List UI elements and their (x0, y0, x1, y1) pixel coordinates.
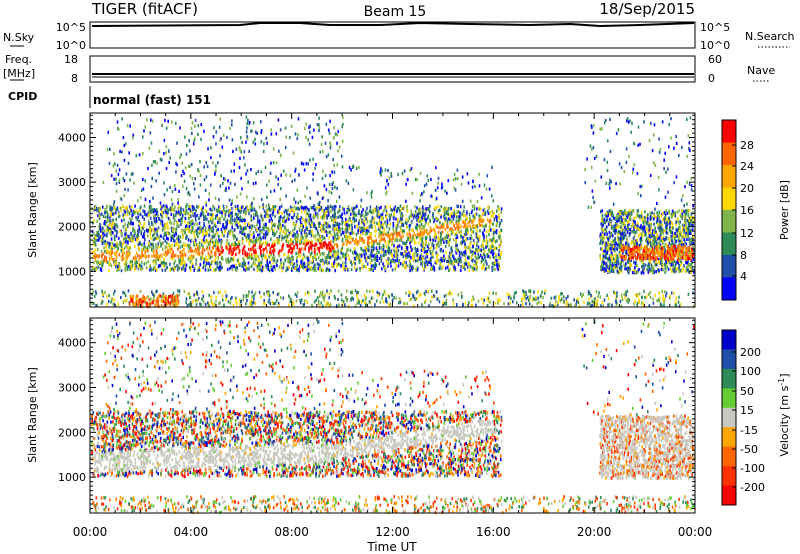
range-tick-label: 3000 (58, 381, 86, 394)
colorbar-swatch (722, 368, 736, 389)
colorbar-swatch (722, 277, 736, 301)
time-tick-label: 16:00 (476, 525, 511, 539)
freq-tick-bottom: 8 (71, 72, 78, 85)
time-tick-label: 00:00 (678, 525, 713, 539)
range-tick-label: 4000 (58, 337, 86, 350)
time-xlabel: Time UT (366, 540, 417, 554)
nsky-tick-bottom: 10^0 (56, 39, 86, 52)
nsky-strip: N.Sky 10^5 10^0 10^5 10^0 N.Search (3, 21, 795, 52)
colorbar-tick-label: 15 (740, 404, 754, 417)
colorbar-tick-label: 24 (740, 160, 754, 173)
colorbar-tick-label: 4 (740, 270, 747, 283)
velocity-colorbar-label: Velocity [m s-1] (777, 373, 791, 456)
velocity-ylabel: Slant Range [km] (26, 367, 39, 463)
power-colorbar-label: Power [dB] (778, 180, 791, 240)
range-tick-label: 1000 (58, 265, 86, 278)
colorbar-swatch (722, 427, 736, 448)
colorbar-swatch (722, 485, 736, 506)
colorbar-swatch (722, 165, 736, 188)
power-colorbar: Power [dB] 28 24 20 16 12 8 4 (721, 119, 791, 301)
nsky-tick-top: 10^5 (56, 21, 86, 34)
velocity-colorbar: Velocity [m s-1] 200 100 50 15 -15 -50 -100 -20… (721, 329, 791, 506)
colorbar-tick-label: -200 (740, 481, 765, 494)
freq-tick-top: 18 (64, 53, 78, 66)
power-data-layer (91, 115, 695, 309)
colorbar-swatch (722, 232, 736, 256)
colorbar-swatch (722, 349, 736, 370)
colorbar-tick-label: 16 (740, 204, 754, 217)
colorbar-tick-label: 50 (740, 385, 754, 398)
nave-tick-bottom: 0 (708, 72, 715, 85)
colorbar-swatch (722, 142, 736, 166)
colorbar-swatch (722, 466, 736, 487)
range-tick-label: 1000 (58, 471, 86, 484)
range-tick-label: 4000 (58, 132, 86, 145)
radar-title: TIGER (fitACF) (91, 0, 198, 18)
nave-label: Nave (747, 64, 775, 77)
nave-tick-top: 60 (708, 53, 722, 66)
colorbar-tick-label: -100 (740, 462, 765, 475)
power-panel: 1000 2000 3000 4000 Slant Range [km] (26, 112, 696, 309)
time-tick-label: 12:00 (375, 525, 410, 539)
colorbar-tick-label: -50 (740, 443, 758, 456)
colorbar-swatch (722, 187, 736, 211)
time-tick-label: 04:00 (174, 525, 209, 539)
cpid-mode: normal (fast) 151 (93, 93, 211, 107)
colorbar-tick-label: 12 (740, 227, 754, 240)
range-tick-label: 2000 (58, 426, 86, 439)
freq-strip: Freq. [MHz] 18 8 60 0 Nave (3, 53, 775, 85)
nsearch-label: N.Search (745, 30, 795, 43)
range-tick-label: 3000 (58, 176, 86, 189)
velocity-panel: 1000 2000 3000 4000 00:00 04:00 08:00 12:00 16:0… (26, 317, 713, 554)
nsearch-tick-bottom: 10^0 (700, 39, 730, 52)
velocity-data-layer (91, 320, 695, 515)
time-tick-label: 08:00 (274, 525, 309, 539)
colorbar-tick-label: 100 (740, 365, 761, 378)
colorbar-tick-label: 20 (740, 182, 754, 195)
colorbar-swatch (722, 388, 736, 409)
colorbar-swatch (722, 446, 736, 467)
cpid-strip: CPID normal (fast) 151 (8, 86, 211, 108)
colorbar-swatch (722, 407, 736, 428)
time-tick-label: 00:00 (73, 525, 108, 539)
nsearch-tick-top: 10^5 (700, 21, 730, 34)
colorbar-tick-label: 28 (740, 139, 754, 152)
colorbar-tick-label: 8 (740, 249, 747, 262)
colorbar-swatch (722, 120, 736, 143)
date-label: 18/Sep/2015 (599, 0, 695, 18)
freq-label-line1: Freq. (5, 53, 32, 66)
colorbar-swatch (722, 210, 736, 233)
freq-label-line2: [MHz] (3, 67, 35, 80)
range-tick-label: 2000 (58, 221, 86, 234)
time-tick-label: 20:00 (577, 525, 612, 539)
power-ylabel: Slant Range [km] (26, 162, 39, 258)
cpid-label: CPID (8, 90, 37, 103)
nsky-label: N.Sky (3, 31, 35, 44)
beam-label: Beam 15 (364, 4, 427, 20)
colorbar-tick-label: -15 (740, 424, 758, 437)
colorbar-tick-label: 200 (740, 346, 761, 359)
colorbar-swatch (722, 330, 736, 350)
colorbar-swatch (722, 255, 736, 278)
